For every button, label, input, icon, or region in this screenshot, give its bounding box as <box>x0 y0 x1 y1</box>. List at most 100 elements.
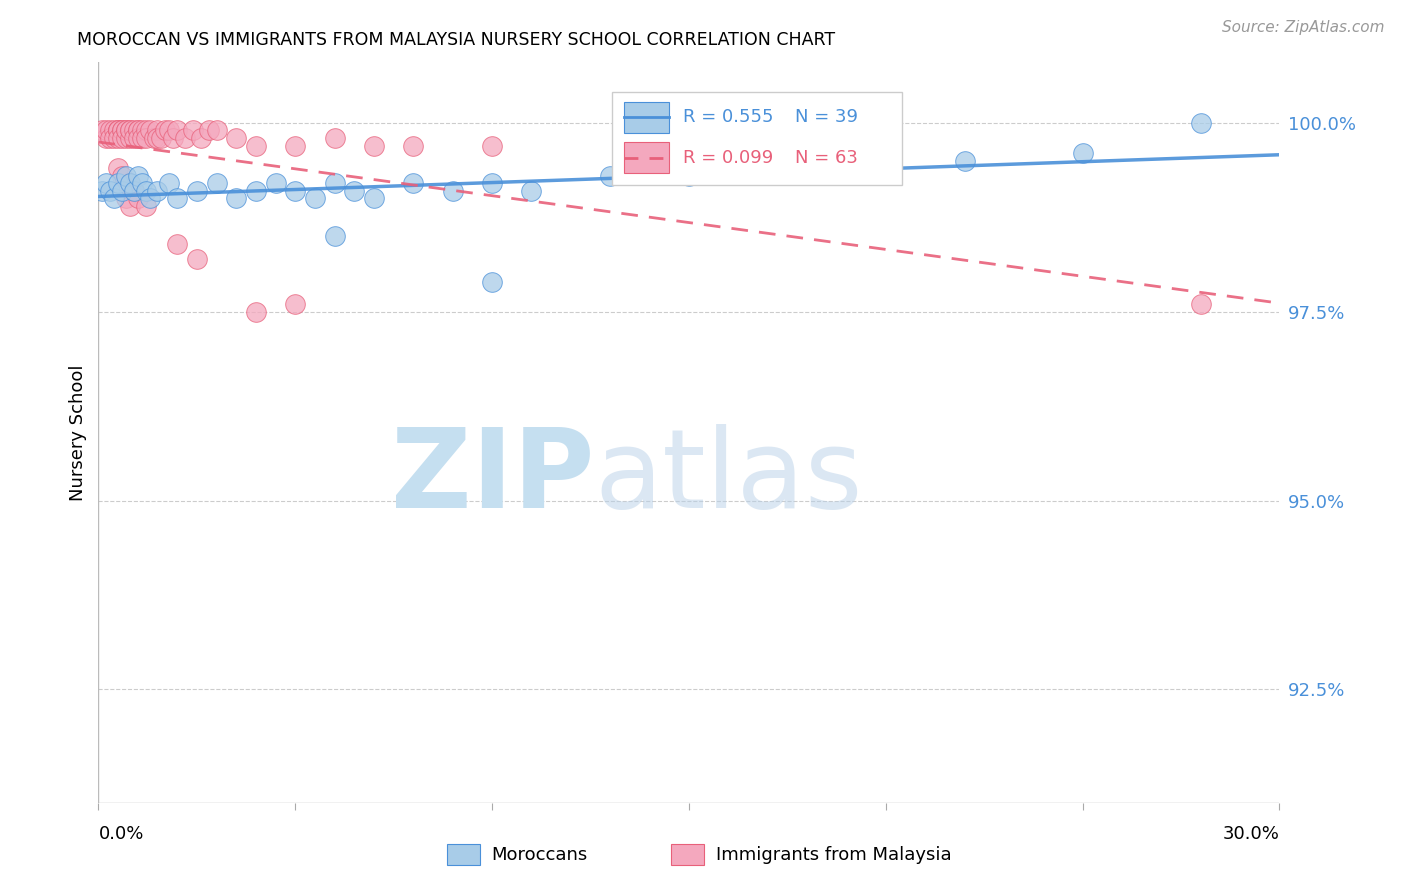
Point <box>118 123 141 137</box>
Text: Source: ZipAtlas.com: Source: ZipAtlas.com <box>1222 20 1385 35</box>
Point <box>1189 297 1212 311</box>
Point <box>138 123 160 137</box>
Text: Moroccans: Moroccans <box>492 846 588 863</box>
Point <box>96 177 118 191</box>
Point <box>197 123 219 137</box>
Point <box>205 177 228 191</box>
Point <box>225 191 247 205</box>
Point <box>111 131 134 145</box>
Point <box>520 184 543 198</box>
Point <box>103 191 125 205</box>
Point <box>122 184 145 198</box>
Point <box>245 138 267 153</box>
Point <box>953 153 976 168</box>
Point <box>98 123 121 137</box>
Point <box>157 123 180 137</box>
Point <box>118 199 141 213</box>
Point <box>107 161 129 176</box>
Point <box>98 184 121 198</box>
Point <box>481 275 503 289</box>
Point <box>323 229 346 244</box>
Point <box>107 123 129 137</box>
Point <box>599 169 621 183</box>
Point <box>1189 116 1212 130</box>
FancyBboxPatch shape <box>612 92 901 185</box>
Point <box>162 131 184 145</box>
Point <box>186 184 208 198</box>
Point <box>118 177 141 191</box>
Point <box>284 138 307 153</box>
Point <box>135 123 157 137</box>
Point <box>157 177 180 191</box>
Text: ZIP: ZIP <box>391 424 595 531</box>
Point <box>146 184 169 198</box>
Point <box>103 131 125 145</box>
Point <box>135 131 157 145</box>
Point <box>91 123 114 137</box>
Point <box>146 131 169 145</box>
Point <box>678 169 700 183</box>
Point <box>122 131 145 145</box>
Point <box>142 131 165 145</box>
Point <box>323 131 346 145</box>
Point <box>146 123 169 137</box>
Point <box>111 169 134 183</box>
Point <box>111 184 134 198</box>
Point <box>96 123 118 137</box>
Text: atlas: atlas <box>595 424 863 531</box>
Point <box>115 169 138 183</box>
Point <box>155 123 177 137</box>
Point <box>96 131 118 145</box>
FancyBboxPatch shape <box>671 844 704 865</box>
Point <box>127 131 149 145</box>
Point <box>122 184 145 198</box>
Point <box>118 131 141 145</box>
Point <box>174 131 197 145</box>
Point <box>111 123 134 137</box>
Point <box>131 123 153 137</box>
Y-axis label: Nursery School: Nursery School <box>69 364 87 501</box>
Point <box>115 123 138 137</box>
Text: R = 0.099: R = 0.099 <box>683 149 773 167</box>
Point <box>166 123 188 137</box>
Point <box>135 199 157 213</box>
FancyBboxPatch shape <box>624 143 669 173</box>
Text: 0.0%: 0.0% <box>98 825 143 844</box>
Point <box>107 177 129 191</box>
Point <box>131 177 153 191</box>
Text: Immigrants from Malaysia: Immigrants from Malaysia <box>716 846 952 863</box>
Point <box>402 177 425 191</box>
Text: N = 63: N = 63 <box>796 149 858 167</box>
Point <box>205 123 228 137</box>
Text: R = 0.555: R = 0.555 <box>683 108 773 127</box>
Point <box>441 184 464 198</box>
Point <box>835 161 858 176</box>
Point <box>304 191 326 205</box>
Point <box>190 131 212 145</box>
Point <box>481 138 503 153</box>
FancyBboxPatch shape <box>447 844 479 865</box>
Point <box>118 177 141 191</box>
Point <box>103 123 125 137</box>
Point <box>284 184 307 198</box>
Text: N = 39: N = 39 <box>796 108 858 127</box>
Point <box>1071 146 1094 161</box>
Point <box>264 177 287 191</box>
Point <box>363 138 385 153</box>
Point <box>343 184 366 198</box>
Point <box>107 123 129 137</box>
Point <box>138 191 160 205</box>
Point <box>131 131 153 145</box>
Point <box>481 177 503 191</box>
Point <box>402 138 425 153</box>
Point <box>127 123 149 137</box>
Point <box>127 169 149 183</box>
Point <box>107 131 129 145</box>
Point <box>284 297 307 311</box>
Point <box>91 184 114 198</box>
Point <box>127 191 149 205</box>
Text: 30.0%: 30.0% <box>1223 825 1279 844</box>
Point <box>150 131 173 145</box>
Point <box>186 252 208 266</box>
Point <box>225 131 247 145</box>
